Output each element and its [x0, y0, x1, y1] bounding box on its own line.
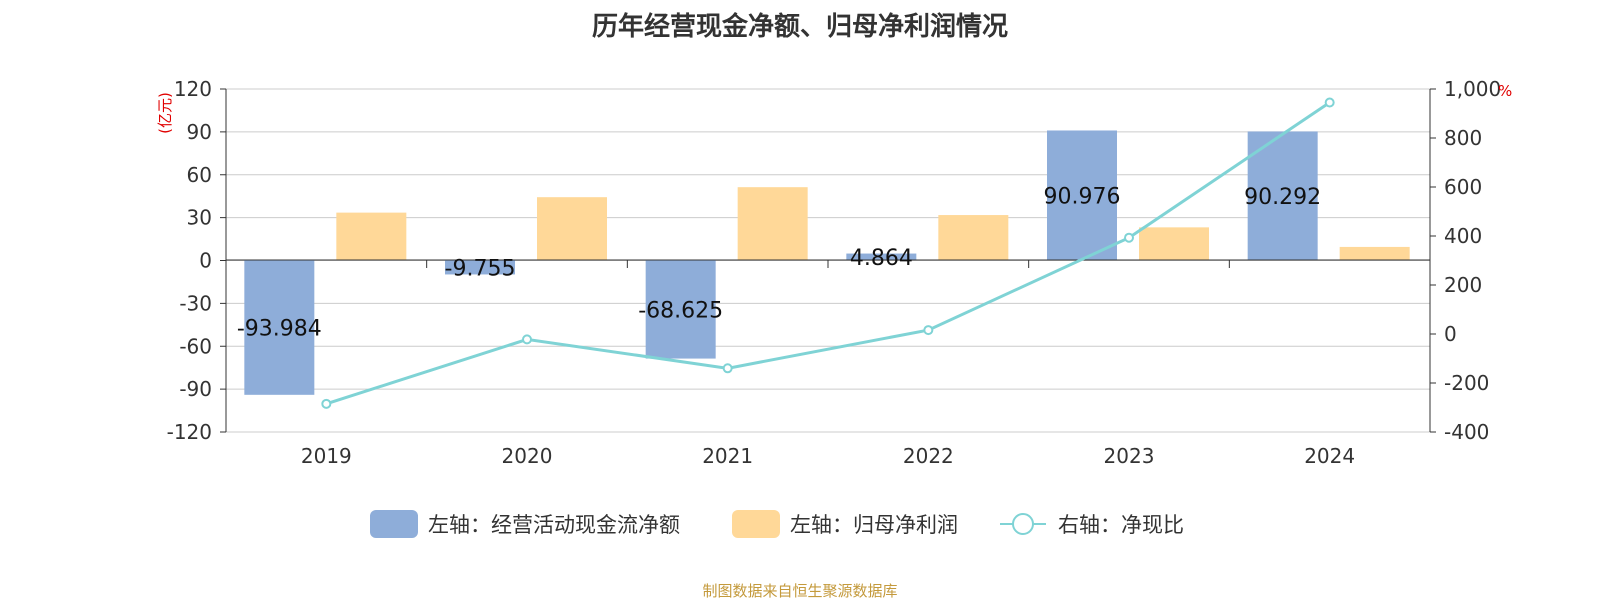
x-axis-tick-label: 2022	[903, 444, 954, 468]
line-point	[722, 363, 733, 374]
left-axis-tick-label: -30	[179, 291, 212, 315]
legend-label: 左轴：归母净利润	[790, 513, 958, 537]
line-point	[1124, 232, 1134, 243]
data-label: 90.292	[1244, 185, 1321, 210]
bar	[537, 197, 607, 260]
left-axis-tick-label: -90	[179, 377, 212, 401]
source-footer: 制图数据来自恒生聚源数据库	[702, 582, 898, 600]
line-point	[923, 325, 934, 336]
bar	[1047, 130, 1117, 260]
right-axis-tick-label: 200	[1444, 273, 1482, 297]
data-label: -68.625	[638, 299, 723, 324]
left-axis-tick-label: 90	[187, 120, 212, 144]
legend-swatch	[732, 510, 780, 538]
data-label: -9.755	[445, 256, 516, 281]
x-axis-tick-label: 2021	[702, 444, 753, 468]
left-axis-tick-label: 60	[187, 163, 212, 187]
bar	[1247, 131, 1318, 260]
x-axis-tick-label: 2020	[502, 444, 553, 468]
bar	[645, 260, 716, 359]
right-axis-tick-label: -400	[1444, 420, 1489, 444]
bar	[1339, 246, 1410, 260]
right-axis-unit: %	[1498, 82, 1512, 100]
line-point	[522, 334, 532, 345]
bar	[737, 187, 808, 260]
bar	[445, 260, 515, 275]
data-label: 90.976	[1044, 184, 1121, 209]
bar	[244, 260, 315, 395]
bar	[846, 253, 917, 260]
left-axis-tick-label: 30	[187, 206, 212, 230]
x-axis-tick-label: 2023	[1104, 444, 1155, 468]
right-axis-tick-label: 1,000	[1444, 77, 1501, 101]
legend-label: 左轴：经营活动现金流净额	[428, 513, 680, 537]
right-axis-tick-label: 0	[1444, 322, 1457, 346]
x-axis-tick-label: 2019	[301, 444, 352, 468]
bar	[938, 215, 1009, 260]
bar	[1139, 227, 1209, 260]
right-axis-tick-label: 400	[1444, 224, 1482, 248]
left-axis-tick-label: 0	[199, 249, 212, 273]
line-series	[325, 101, 1331, 406]
line-point	[321, 398, 332, 409]
line-point	[1324, 97, 1335, 108]
left-axis-unit: (亿元)	[156, 92, 174, 134]
legend-label: 右轴：净现比	[1058, 513, 1184, 537]
bar	[336, 212, 407, 260]
data-label: -93.984	[237, 317, 322, 342]
data-label: 4.864	[850, 246, 913, 271]
legend-marker	[1012, 513, 1034, 535]
right-axis-tick-label: 800	[1444, 126, 1482, 150]
right-axis-tick-label: -200	[1444, 371, 1489, 395]
right-axis-tick-label: 600	[1444, 175, 1482, 199]
chart-title: 历年经营现金净额、归母净利润情况	[591, 12, 1008, 42]
left-axis-tick-label: -120	[167, 420, 212, 444]
left-axis-tick-label: 120	[174, 77, 212, 101]
legend-swatch	[370, 510, 418, 538]
left-axis-tick-label: -60	[179, 334, 212, 358]
x-axis-tick-label: 2024	[1304, 444, 1355, 468]
